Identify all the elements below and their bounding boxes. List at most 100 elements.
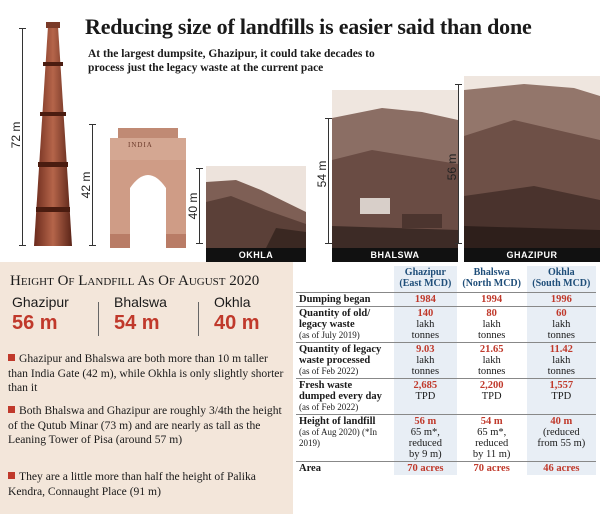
table-cell: 9.03 lakh tonnes (394, 342, 457, 379)
cell-detail: lakh (552, 355, 571, 366)
row-label-cell: Height of landfill (as of Aug 2020) (*In … (296, 414, 394, 462)
column-header: Bhalswa (North MCD) (457, 266, 527, 293)
qutub-height-label: 72 m (9, 121, 23, 149)
cell-detail: tonnes (477, 330, 506, 341)
cell-detail: TPD (551, 391, 572, 402)
table-cell: 70 acres (394, 461, 457, 475)
row-label-cell: Fresh waste dumped every day (as of Feb 2… (296, 378, 394, 415)
row-note: (as of Feb 2022) (299, 366, 359, 376)
cell-value: 9.03 (416, 344, 435, 355)
cell-value: 1,557 (549, 380, 574, 391)
cell-detail: reduced (475, 438, 509, 449)
table-cell: 54 m 65 m*, reduced by 11 m) (456, 414, 527, 462)
table-cell: 140 lakh tonnes (394, 306, 457, 343)
table-cell: 60 lakh tonnes (526, 306, 596, 343)
india-gate-inscription: INDIA (128, 141, 153, 149)
row-label-cell: Quantity of legacy waste processed (as of… (296, 342, 394, 379)
table-cell: 2,685 TPD (394, 378, 457, 415)
table-row: Height of landfill (as of Aug 2020) (*In … (296, 414, 596, 462)
site-name: Bhalswa (114, 294, 167, 310)
cell-value: 140 (417, 308, 434, 319)
cell-detail: by 9 m) (409, 449, 442, 460)
row-label: Quantity of legacy waste processed (299, 344, 382, 366)
cell-detail: by 11 m) (472, 449, 511, 460)
cell-detail: (reduced (542, 427, 580, 438)
okhla-landfill-photo (206, 166, 306, 248)
row-label: Fresh waste dumped every day (299, 380, 382, 402)
cell-value: 70 acres (473, 463, 510, 474)
table-cell: 56 m 65 m*, reduced by 9 m) (394, 414, 457, 462)
column-sub: (North MCD) (462, 278, 521, 289)
cell-detail: lakh (416, 355, 435, 366)
bullet-square-icon (8, 354, 15, 361)
bullet-text: They are a little more than half the hei… (8, 470, 256, 498)
column-sub: (South MCD) (532, 278, 591, 289)
table-cell: 1994 (456, 292, 527, 307)
table-cell: 2,200 TPD (456, 378, 527, 415)
site-height: 54 m (114, 312, 160, 334)
bullet-square-icon (8, 406, 15, 413)
column-name: Bhalswa (473, 267, 510, 278)
cell-value: 1984 (414, 294, 436, 305)
bullet-item: Ghazipur and Bhalswa are both more than … (8, 352, 284, 396)
cell-value: 1994 (481, 294, 503, 305)
cell-detail: tonnes (477, 366, 506, 377)
bullet-text: Ghazipur and Bhalswa are both more than … (8, 352, 284, 394)
row-note: (as of July 2019) (299, 330, 360, 340)
india-gate-height-bracket (89, 124, 97, 246)
row-label: Height of landfill (299, 416, 376, 427)
cell-detail: lakh (482, 355, 501, 366)
table-row: Fresh waste dumped every day (as of Feb 2… (296, 378, 596, 415)
bullet-item: Both Bhalswa and Ghazipur are roughly 3/… (8, 404, 284, 448)
site-bhalswa: Bhalswa 54 m (114, 294, 206, 335)
cell-value: 2,685 (413, 380, 438, 391)
table-corner (296, 266, 394, 293)
site-ghazipur: Ghazipur 56 m (12, 294, 104, 335)
site-height: 56 m (12, 312, 58, 334)
okhla-caption: OKHLA (206, 248, 306, 262)
cell-value: 21.65 (479, 344, 504, 355)
cell-detail: lakh (416, 319, 435, 330)
row-label-cell: Dumping began (296, 292, 394, 307)
bullet-text: Both Bhalswa and Ghazipur are roughly 3/… (8, 404, 282, 446)
cell-value: 40 m (550, 416, 573, 427)
cell-detail: tonnes (411, 366, 440, 377)
india-gate-illustration (110, 128, 186, 248)
india-gate-height-label: 42 m (79, 171, 93, 199)
page-subtitle: At the largest dumpsite, Ghazipur, it co… (88, 48, 375, 74)
row-label-cell: Area (296, 461, 394, 475)
row-label-cell: Quantity of old/ legacy waste (as of July… (296, 306, 394, 343)
cell-detail: lakh (482, 319, 501, 330)
cell-value: 80 (486, 308, 497, 319)
ghazipur-caption: GHAZIPUR (464, 248, 600, 262)
comparison-table: Ghazipur (East MCD) Bhalswa (North MCD) … (296, 266, 600, 514)
cell-detail: 65 m*, (477, 427, 507, 438)
column-header: Okhla (South MCD) (526, 266, 596, 293)
table-cell: 1984 (394, 292, 457, 307)
cell-value: 70 acres (407, 463, 444, 474)
qutub-height-bracket (19, 28, 27, 246)
cell-value: 11.42 (549, 344, 573, 355)
table-cell: 70 acres (456, 461, 527, 475)
bhalswa-height-bracket (325, 118, 333, 244)
cell-value: 56 m (414, 416, 437, 427)
cell-detail: 65 m*, (410, 427, 440, 438)
table-cell: 1,557 TPD (526, 378, 596, 415)
table-row: Quantity of legacy waste processed (as of… (296, 342, 596, 379)
table-row: Area 70 acres 70 acres 46 acres (296, 461, 596, 475)
section-heading: Height Of Landfill As Of August 2020 (10, 273, 260, 289)
column-header: Ghazipur (East MCD) (394, 266, 457, 293)
column-name: Ghazipur (404, 267, 446, 278)
cell-detail: lakh (552, 319, 571, 330)
bhalswa-caption: BHALSWA (332, 248, 458, 262)
table-cell: 46 acres (526, 461, 596, 475)
cell-detail: reduced (408, 438, 442, 449)
okhla-height-bracket (196, 168, 204, 244)
cell-detail: tonnes (547, 366, 576, 377)
table-cell: 21.65 lakh tonnes (456, 342, 527, 379)
table-cell: 80 lakh tonnes (456, 306, 527, 343)
divider (98, 302, 99, 336)
table-row: Dumping began 1984 1994 1996 (296, 292, 596, 307)
bullet-square-icon (8, 472, 15, 479)
left-panel (0, 262, 293, 514)
